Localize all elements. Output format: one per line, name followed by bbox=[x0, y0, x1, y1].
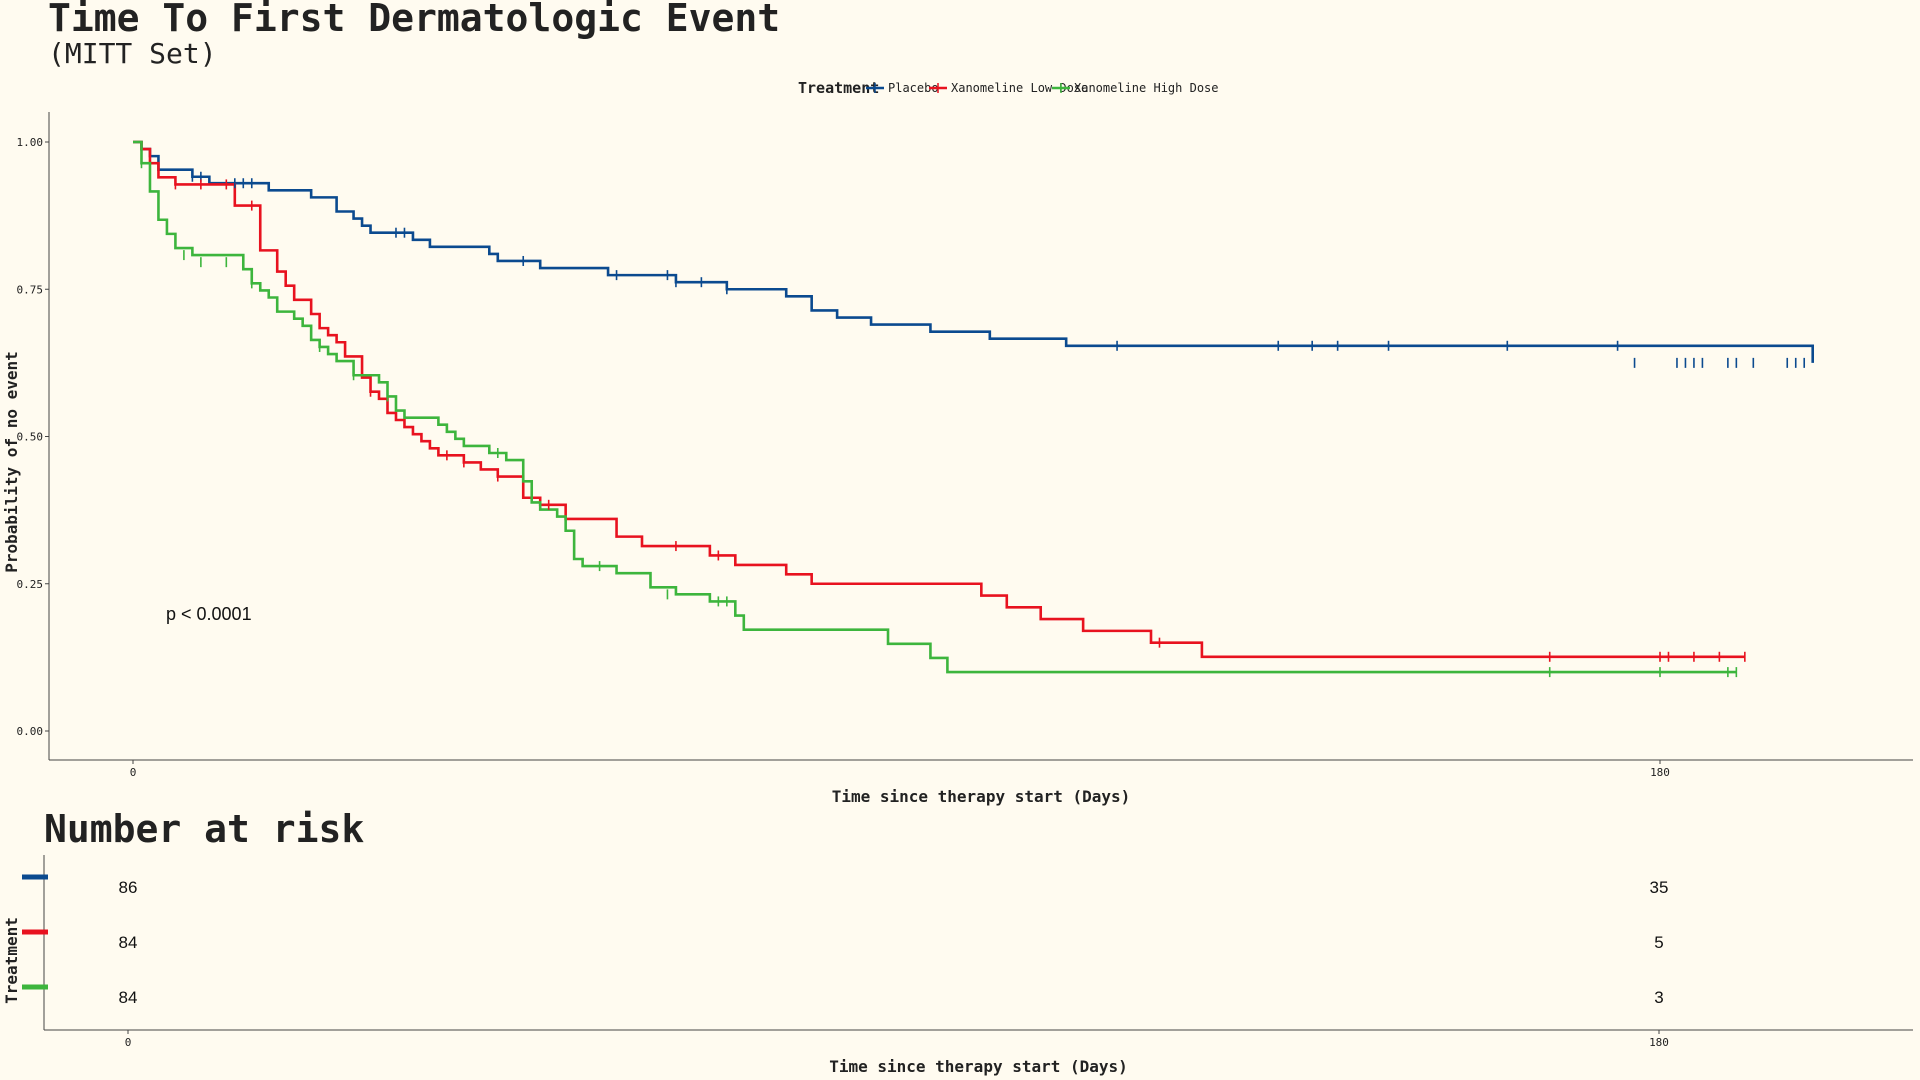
y-tick-label: 0.00 bbox=[17, 725, 44, 738]
km-curve-1 bbox=[133, 140, 1745, 659]
y-tick-label: 1.00 bbox=[17, 136, 44, 149]
risk-count: 84 bbox=[119, 933, 138, 952]
legend-title: Treatment bbox=[798, 79, 879, 97]
x-tick-label: 180 bbox=[1650, 766, 1670, 779]
y-tick-label: 0.50 bbox=[17, 431, 44, 444]
y-tick-label: 0.25 bbox=[17, 578, 44, 591]
legend-entry: Placebo bbox=[888, 81, 939, 95]
chart-title: Time To First Dermatologic Event bbox=[48, 0, 780, 40]
legend: Treatment Placebo Xanomeline Low DoseXano… bbox=[798, 79, 1219, 97]
risk-table: 0 180 86 35 84 5 84 3 bbox=[22, 855, 1913, 1049]
risk-table-title: Number at risk bbox=[44, 807, 364, 851]
risk-x-tick-label: 0 bbox=[125, 1036, 132, 1049]
risk-x-axis-label: Time since therapy start (Days) bbox=[829, 1057, 1128, 1076]
km-curve-0 bbox=[133, 140, 1814, 363]
plot-area: 0.00 0.25 0.50 0.75 1.00 0 180 p < 0.0001 bbox=[17, 112, 1913, 779]
legend-entry: Xanomeline High Dose bbox=[1074, 81, 1219, 95]
risk-count: 3 bbox=[1654, 988, 1663, 1007]
x-tick-label: 0 bbox=[130, 766, 137, 779]
risk-y-axis-label: Treatment bbox=[2, 917, 21, 1004]
risk-x-tick-label: 180 bbox=[1649, 1036, 1669, 1049]
risk-count: 35 bbox=[1650, 878, 1669, 897]
chart-subtitle: (MITT Set) bbox=[48, 37, 217, 70]
x-axis-label: Time since therapy start (Days) bbox=[832, 787, 1131, 806]
y-axis-label: Probability of no event bbox=[2, 351, 21, 573]
risk-count: 5 bbox=[1654, 933, 1663, 952]
y-tick-label: 0.75 bbox=[17, 283, 44, 296]
risk-count: 86 bbox=[119, 878, 138, 897]
p-value-annotation: p < 0.0001 bbox=[166, 604, 252, 624]
km-curve-2 bbox=[133, 140, 1737, 674]
legend-entry: Xanomeline Low Dose bbox=[951, 81, 1088, 95]
risk-count: 84 bbox=[119, 988, 138, 1007]
